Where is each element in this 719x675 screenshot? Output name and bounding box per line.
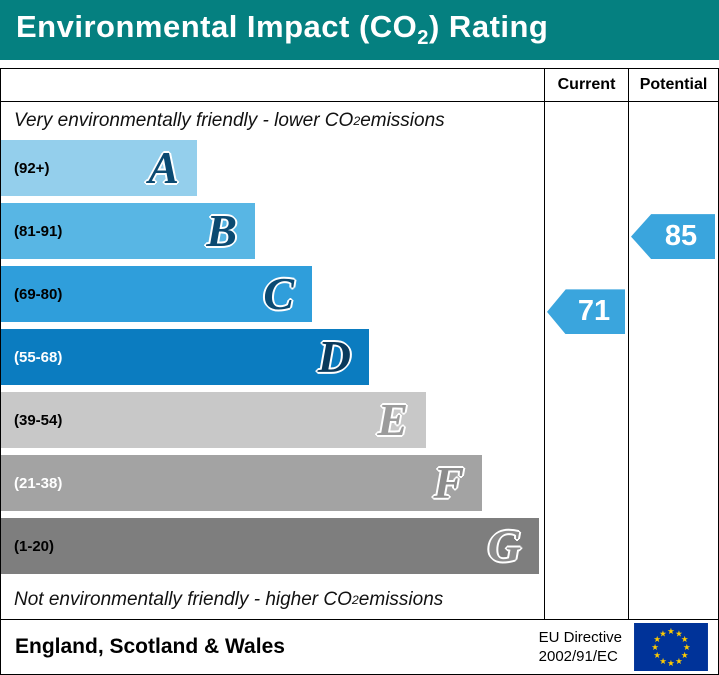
band-letter: E: [377, 394, 408, 445]
page-title-text: Environmental Impact (CO: [16, 9, 418, 45]
band-letter: D: [317, 331, 351, 382]
band-row: (92+) A: [1, 140, 544, 203]
band-row: (81-91) B: [1, 203, 544, 266]
band-letter: C: [263, 268, 294, 319]
band-bar: (21-38) F: [1, 455, 482, 511]
svg-text:★: ★: [683, 642, 691, 652]
top-note: Very environmentally friendly - lower CO…: [1, 102, 544, 140]
bottom-note-text: Not environmentally friendly - higher CO: [14, 589, 352, 610]
eu-flag-icon: ★ ★ ★ ★ ★ ★ ★ ★ ★ ★ ★ ★: [634, 623, 708, 671]
top-note-subscript: 2: [353, 114, 361, 128]
bottom-note-text-end: emissions: [358, 589, 444, 610]
eu-directive-text: EU Directive 2002/91/EC: [539, 628, 622, 667]
bands-area: Very environmentally friendly - lower CO…: [1, 102, 544, 619]
band-row: (1-20) G: [1, 518, 544, 581]
band-bar: (81-91) B: [1, 203, 255, 259]
band-range: (92+): [14, 159, 50, 177]
potential-rating-value: 85: [664, 220, 698, 253]
band-bar: (39-54) E: [1, 392, 426, 448]
band-letter: G: [487, 520, 521, 571]
current-column: 71: [544, 102, 628, 619]
svg-text:★: ★: [667, 658, 675, 668]
band-range: (81-91): [14, 222, 63, 240]
band-range: (21-38): [14, 474, 63, 492]
band-letter: A: [148, 142, 179, 193]
band-bar: (92+) A: [1, 140, 197, 196]
svg-text:★: ★: [681, 650, 689, 660]
band-row: (55-68) D: [1, 329, 544, 392]
band-bar: (69-80) C: [1, 266, 312, 322]
band-bar: (55-68) D: [1, 329, 369, 385]
band-row: (69-80) C: [1, 266, 544, 329]
band-range: (1-20): [14, 537, 55, 555]
band-range: (69-80): [14, 285, 63, 303]
title-bar: Environmental Impact (CO2) Rating: [0, 0, 719, 60]
svg-text:★: ★: [653, 650, 661, 660]
svg-text:★: ★: [675, 628, 683, 638]
top-note-text-end: emissions: [360, 110, 445, 131]
svg-text:★: ★: [659, 628, 667, 638]
page-title-text-end: ) Rating: [429, 9, 549, 45]
band-row: (39-54) E: [1, 392, 544, 455]
bottom-note: Not environmentally friendly - higher CO…: [1, 581, 544, 619]
eu-directive-line2: 2002/91/EC: [538, 648, 618, 665]
svg-text:★: ★: [659, 656, 667, 666]
current-column-header: Current: [544, 69, 628, 102]
svg-text:★: ★: [667, 626, 675, 636]
potential-column: 85: [628, 102, 718, 619]
bottom-note-subscript: 2: [351, 593, 359, 607]
page-title: Environmental Impact (CO2) Rating: [16, 9, 548, 50]
footer-bar: England, Scotland & Wales EU Directive 2…: [0, 620, 719, 675]
directive-block: EU Directive 2002/91/EC ★ ★ ★ ★ ★ ★ ★ ★ ★ ★ ★ ★: [539, 623, 708, 671]
svg-text:★: ★: [675, 656, 683, 666]
bands: (92+) A (81-91) B (69-80) C (55-68) D (3…: [1, 140, 544, 581]
svg-text:★: ★: [681, 634, 689, 644]
rating-chart: Current Potential Very environmentally f…: [0, 68, 719, 620]
region-label: England, Scotland & Wales: [15, 635, 285, 658]
band-row: (21-38) F: [1, 455, 544, 518]
svg-text:★: ★: [653, 634, 661, 644]
header-spacer: [1, 69, 544, 102]
co2-subscript: 2: [417, 27, 429, 50]
current-rating-arrow: 71: [547, 289, 625, 335]
eu-directive-line1: EU Directive: [538, 628, 622, 646]
band-bar: (1-20) G: [1, 518, 539, 574]
top-note-text: Very environmentally friendly - lower CO: [14, 110, 354, 131]
band-letter: F: [433, 457, 464, 508]
band-letter: B: [206, 205, 237, 256]
band-range: (55-68): [14, 348, 63, 366]
svg-text:★: ★: [651, 642, 659, 652]
current-rating-value: 71: [577, 295, 611, 328]
potential-column-header: Potential: [628, 69, 718, 102]
potential-rating-arrow: 85: [631, 214, 715, 260]
band-range: (39-54): [14, 411, 63, 429]
